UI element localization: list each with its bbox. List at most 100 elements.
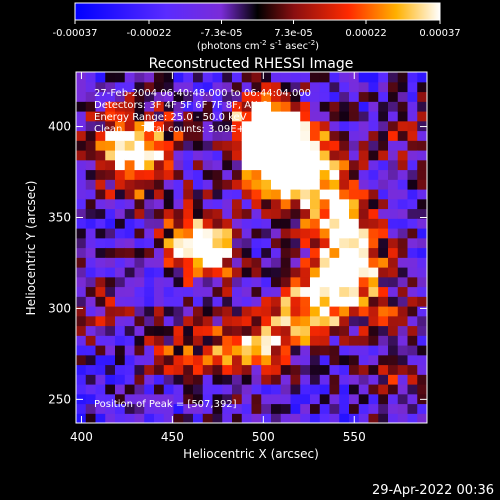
heatmap-cell	[241, 159, 253, 171]
heatmap-cell	[154, 91, 165, 102]
heatmap-cell	[271, 364, 282, 375]
heatmap-cell	[163, 384, 175, 395]
heatmap-cell	[202, 335, 214, 346]
heatmap-cell	[105, 315, 116, 327]
heatmap-cell	[300, 325, 311, 336]
heatmap-cell	[251, 267, 262, 278]
heatmap-cell	[290, 413, 301, 423]
heatmap-cell	[368, 374, 379, 385]
annotation-block: 27-Feb-2004 06:40:48.000 to 06:44:04.000…	[94, 88, 311, 410]
heatmap-cell	[193, 286, 204, 297]
heatmap-cell	[183, 228, 194, 239]
heatmap-cell	[329, 150, 340, 161]
heatmap-cell	[241, 286, 253, 297]
heatmap-cell	[339, 403, 350, 414]
heatmap-cell	[290, 364, 301, 375]
heatmap-cell	[105, 364, 116, 375]
x-axis-label: Heliocentric X (arcsec)	[183, 447, 319, 461]
heatmap-cell	[183, 335, 194, 346]
heatmap-cell	[85, 393, 97, 405]
heatmap-cell	[85, 111, 97, 122]
heatmap-cell	[163, 325, 175, 336]
heatmap-cell	[290, 306, 301, 317]
heatmap-cell	[222, 111, 233, 122]
heatmap-cell	[261, 286, 272, 297]
heatmap-cell	[368, 276, 379, 288]
heatmap-cell	[134, 228, 145, 239]
heatmap-cell	[154, 247, 165, 258]
heatmap-cell	[339, 276, 350, 288]
heatmap-cell	[261, 159, 272, 171]
heatmap-cell	[173, 198, 184, 210]
heatmap-cell	[329, 72, 340, 83]
heatmap-cell	[144, 267, 155, 278]
heatmap-cell	[154, 296, 165, 307]
heatmap-cell	[202, 111, 214, 122]
heatmap-cell	[251, 169, 262, 180]
heatmap-cell	[417, 81, 427, 93]
heatmap-cell	[124, 130, 136, 141]
heatmap-cell	[261, 276, 272, 288]
heatmap-cell	[115, 296, 126, 307]
heatmap-cell	[358, 393, 370, 405]
x-tick-label: 500	[252, 430, 275, 444]
colorbar-tick-label: -0.00022	[127, 28, 172, 39]
heatmap-cell	[173, 325, 184, 336]
heatmap-cell	[105, 267, 116, 278]
heatmap-cell	[349, 91, 360, 102]
heatmap-cell	[280, 325, 292, 336]
heatmap-cell	[339, 111, 350, 122]
heatmap-cell	[105, 111, 116, 122]
heatmap-cell	[251, 374, 262, 385]
heatmap-cell	[134, 91, 145, 102]
heatmap-cell	[388, 111, 399, 122]
heatmap-cell	[358, 208, 370, 219]
heatmap-cell	[222, 101, 233, 112]
heatmap-cell	[368, 257, 379, 268]
heatmap-cell	[349, 140, 360, 151]
heatmap-cell	[349, 345, 360, 356]
heatmap-cell	[105, 179, 116, 190]
heatmap-cell	[95, 81, 106, 93]
heatmap-cell	[202, 403, 214, 414]
heatmap-cell	[310, 296, 321, 307]
heatmap-cell	[183, 267, 194, 278]
heatmap-cell	[358, 130, 370, 141]
heatmap-cell	[358, 296, 370, 307]
heatmap-cell	[407, 393, 418, 405]
heatmap-cell	[193, 111, 204, 122]
heatmap-cell	[280, 267, 292, 278]
heatmap-cell	[310, 276, 321, 288]
heatmap-cell	[134, 354, 145, 366]
heatmap-cell	[417, 286, 427, 297]
heatmap-cell	[378, 130, 389, 141]
heatmap-cell	[241, 257, 253, 268]
heatmap-cell	[397, 403, 409, 414]
heatmap-cell	[95, 91, 106, 102]
heatmap-cell	[144, 345, 155, 356]
heatmap-cell	[329, 393, 340, 405]
heatmap-cell	[378, 237, 389, 249]
heatmap-cell	[271, 218, 282, 229]
heatmap-cell	[124, 393, 136, 405]
heatmap-cell	[115, 403, 126, 414]
heatmap-cell	[261, 335, 272, 346]
heatmap-cell	[280, 208, 292, 219]
heatmap-cell	[397, 150, 409, 161]
heatmap-cell	[310, 267, 321, 278]
heatmap-cell	[154, 413, 165, 423]
heatmap-cell	[300, 91, 311, 102]
heatmap-cell	[397, 276, 409, 288]
heatmap-cell	[349, 150, 360, 161]
heatmap-cell	[339, 198, 350, 210]
heatmap-cell	[319, 393, 331, 405]
heatmap-cell	[310, 81, 321, 93]
heatmap-cell	[202, 91, 214, 102]
heatmap-cell	[163, 286, 175, 297]
heatmap-cell	[271, 345, 282, 356]
heatmap-cell	[310, 325, 321, 336]
heatmap-cell	[407, 354, 418, 366]
heatmap-cell	[271, 101, 282, 112]
heatmap-cell	[124, 345, 136, 356]
heatmap-cell	[349, 325, 360, 336]
